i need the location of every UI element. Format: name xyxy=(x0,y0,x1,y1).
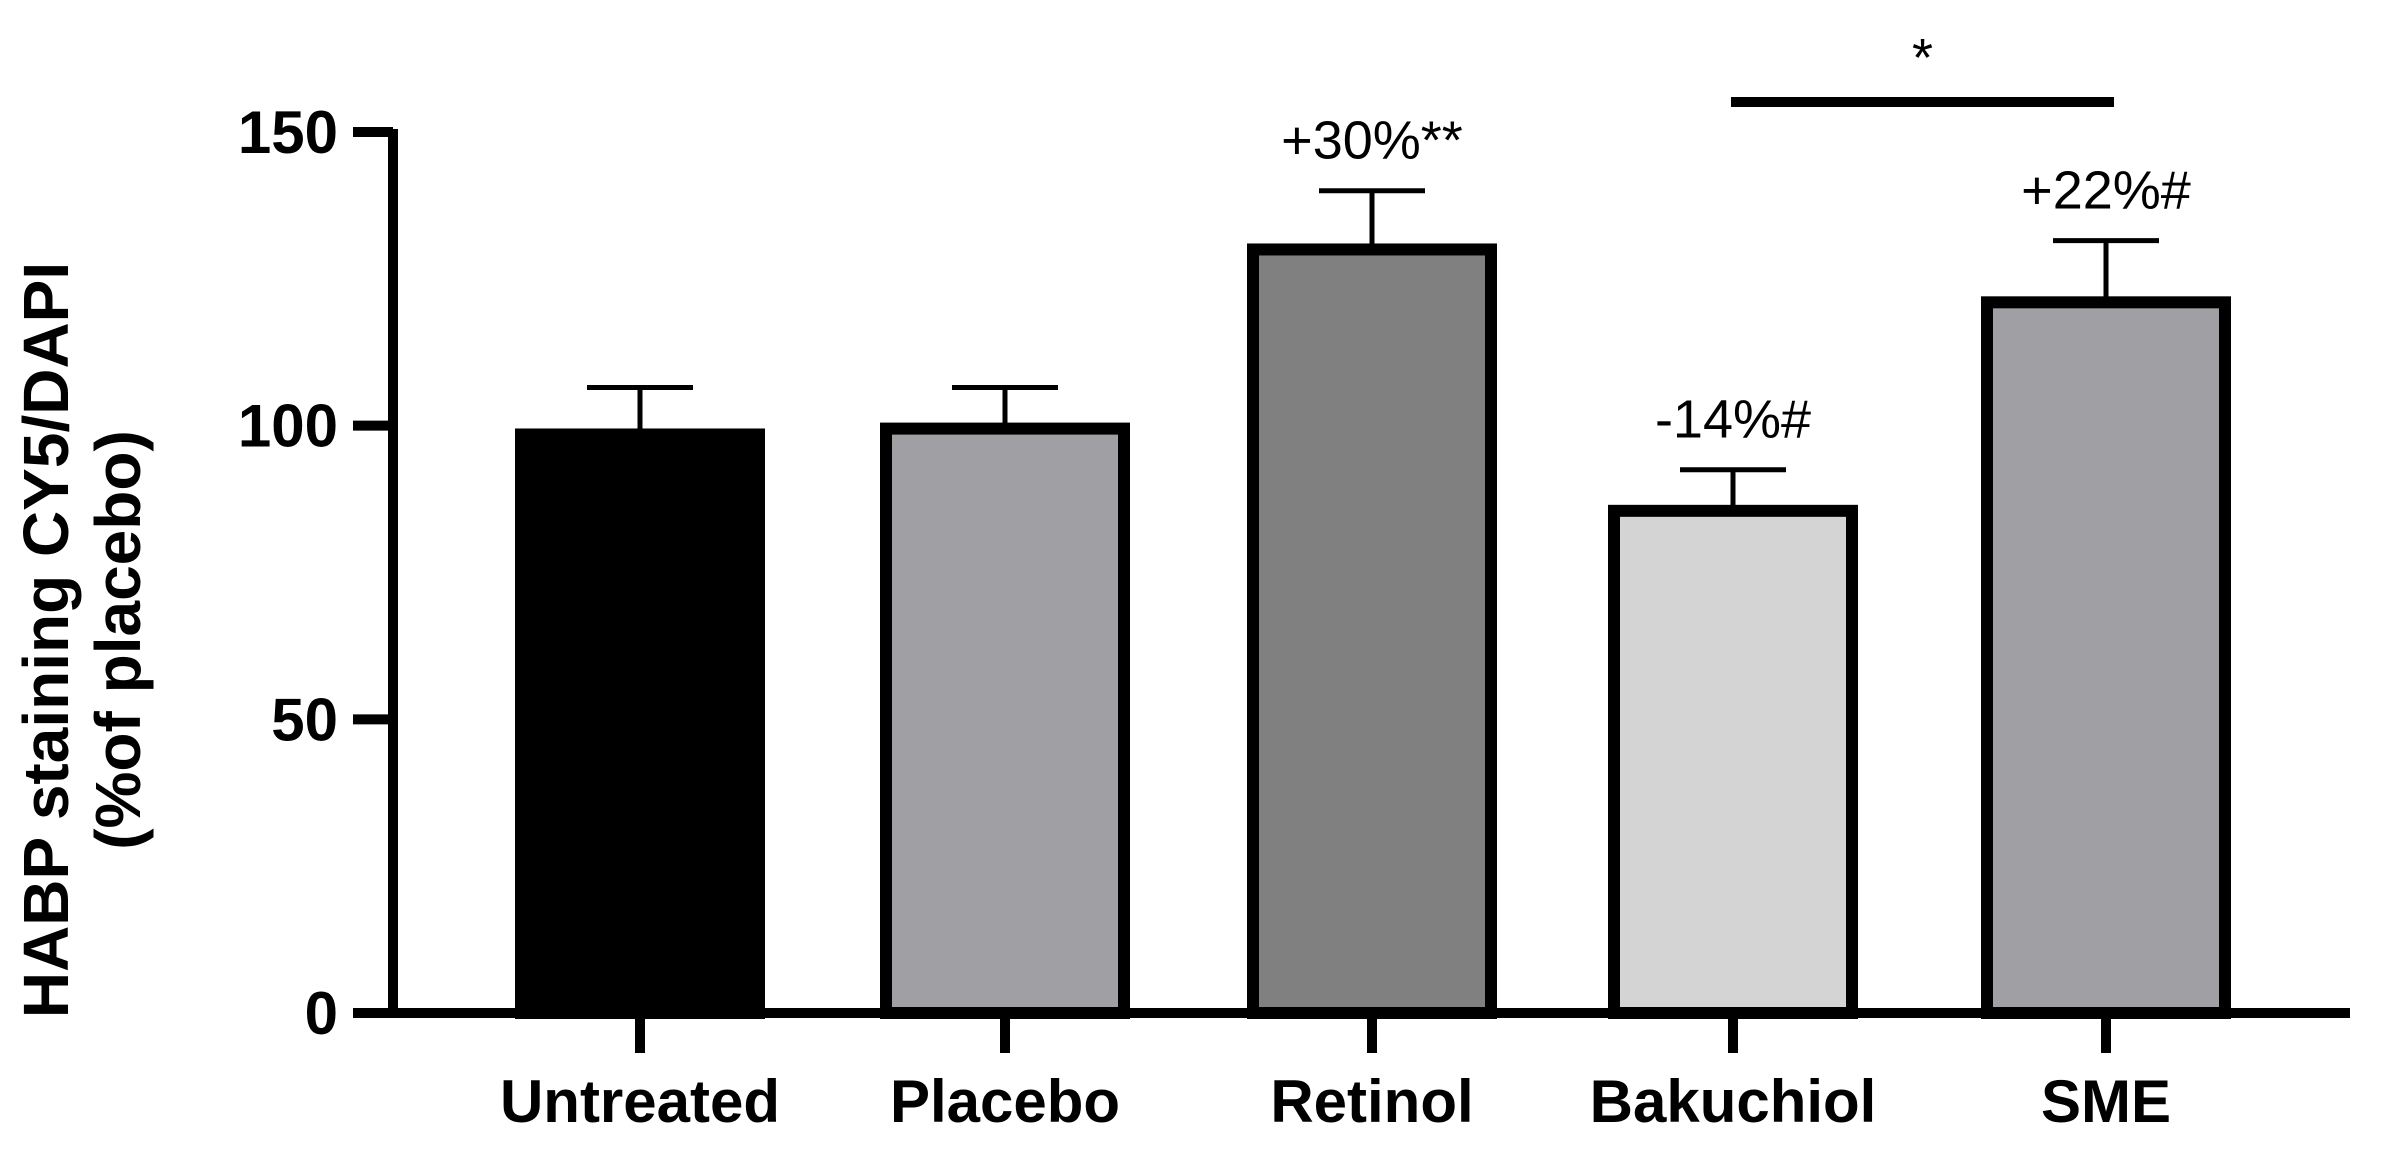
bar-sme xyxy=(1981,296,2231,1019)
error-bars-layer xyxy=(587,188,2159,511)
annotations-layer: +30%** -14%# +22%# * xyxy=(1281,28,2191,450)
y-tick-label-150: 150 xyxy=(238,99,338,166)
bar-untreated xyxy=(515,428,765,1019)
x-tick-label-placebo: Placebo xyxy=(890,1068,1120,1135)
y-tick-label-100: 100 xyxy=(238,393,338,460)
y-tick-label-50: 50 xyxy=(271,686,338,753)
x-tick-label-sme: SME xyxy=(2041,1068,2171,1135)
labels-layer: 0 50 100 150 Untreated Placebo Retinol Bakuchio… xyxy=(238,99,2171,1135)
annotation-retinol: +30%** xyxy=(1281,111,1463,171)
x-tick-label-untreated: Untreated xyxy=(500,1068,780,1135)
annotation-bakuchiol: -14%# xyxy=(1655,390,1811,450)
y-tick-label-0: 0 xyxy=(305,980,338,1047)
annotation-sme: +22%# xyxy=(2021,161,2191,221)
bar-placebo xyxy=(880,422,1130,1019)
x-tick-label-bakuchiol: Bakuchiol xyxy=(1590,1068,1877,1135)
bar-bakuchiol xyxy=(1608,504,1858,1019)
bars-layer xyxy=(515,243,2231,1019)
y-axis-title-line2: (%of placebo) xyxy=(82,430,154,850)
x-tick-label-retinol: Retinol xyxy=(1270,1068,1473,1135)
y-axis-title-line1: HABP staining CY5/DAPI xyxy=(10,262,82,1018)
y-axis-title: HABP staining CY5/DAPI (%of placebo) xyxy=(10,262,154,1018)
bar-retinol xyxy=(1247,243,1497,1019)
significance-label: * xyxy=(1912,28,1933,88)
axes-layer xyxy=(353,127,2350,1053)
